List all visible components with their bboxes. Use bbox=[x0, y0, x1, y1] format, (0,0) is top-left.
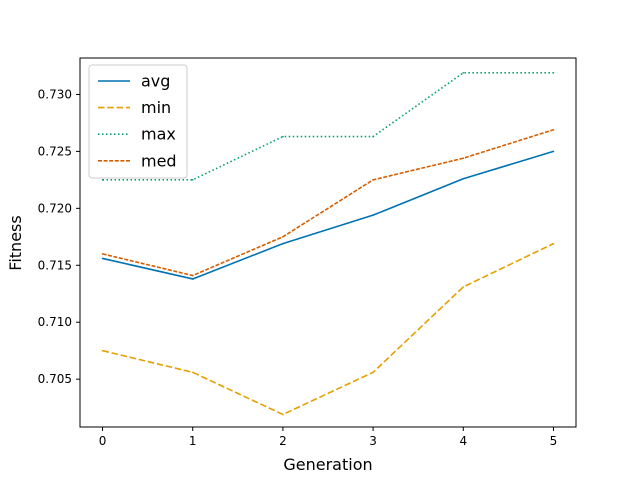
series-line-min bbox=[102, 242, 554, 416]
data-point-med bbox=[462, 157, 465, 160]
data-point-avg bbox=[462, 177, 465, 180]
data-point-min bbox=[101, 349, 104, 352]
data-point-med bbox=[552, 128, 555, 131]
data-point-med bbox=[101, 253, 104, 255]
data-point-max bbox=[372, 135, 374, 138]
data-point-min bbox=[282, 413, 284, 416]
legend-label-min: min bbox=[141, 98, 171, 117]
data-point-avg bbox=[552, 150, 555, 153]
plot-area-frame bbox=[79, 57, 577, 428]
data-point-avg bbox=[191, 278, 194, 280]
data-point-min bbox=[462, 286, 465, 288]
x-axis: 0 1 2 3 4 5 bbox=[99, 427, 558, 448]
data-point-max bbox=[191, 179, 194, 181]
x-tick-label: 5 bbox=[550, 434, 558, 448]
series-line-med bbox=[102, 128, 554, 277]
data-point-avg bbox=[101, 257, 104, 260]
data-point-min bbox=[191, 371, 194, 374]
x-tick-label: 4 bbox=[459, 434, 467, 448]
y-axis-label: Fitness bbox=[6, 215, 25, 270]
data-point-min bbox=[552, 242, 555, 245]
legend-label-avg: avg bbox=[141, 72, 170, 91]
x-axis-label: Generation bbox=[283, 455, 372, 474]
y-tick-label: 0.710 bbox=[38, 315, 72, 329]
data-point-avg bbox=[372, 214, 374, 216]
data-point-min bbox=[372, 371, 374, 374]
legend-label-med: med bbox=[141, 151, 177, 170]
x-tick-label: 2 bbox=[279, 434, 287, 448]
x-tick-label: 1 bbox=[189, 434, 197, 448]
y-tick-label: 0.725 bbox=[38, 144, 72, 158]
data-point-med bbox=[282, 236, 284, 238]
data-point-avg bbox=[282, 242, 284, 245]
y-tick-label: 0.705 bbox=[38, 372, 72, 386]
y-tick-label: 0.720 bbox=[38, 201, 72, 215]
series-lines bbox=[101, 72, 555, 416]
x-tick-label: 0 bbox=[99, 434, 107, 448]
data-point-max bbox=[462, 72, 465, 74]
data-point-max bbox=[552, 72, 555, 74]
data-point-max bbox=[282, 135, 284, 138]
x-tick-label: 3 bbox=[369, 434, 377, 448]
legend-frame bbox=[88, 64, 188, 179]
series-line-avg bbox=[102, 150, 554, 280]
data-point-med bbox=[191, 274, 194, 277]
legend: avg min max med bbox=[88, 64, 188, 179]
legend-label-max: max bbox=[141, 125, 176, 144]
y-tick-label: 0.715 bbox=[38, 258, 72, 272]
y-axis: 0.705 0.710 0.715 0.720 0.725 0.730 bbox=[38, 87, 80, 386]
y-tick-label: 0.730 bbox=[38, 87, 72, 101]
data-point-med bbox=[372, 179, 374, 181]
data-point-max bbox=[101, 179, 104, 181]
